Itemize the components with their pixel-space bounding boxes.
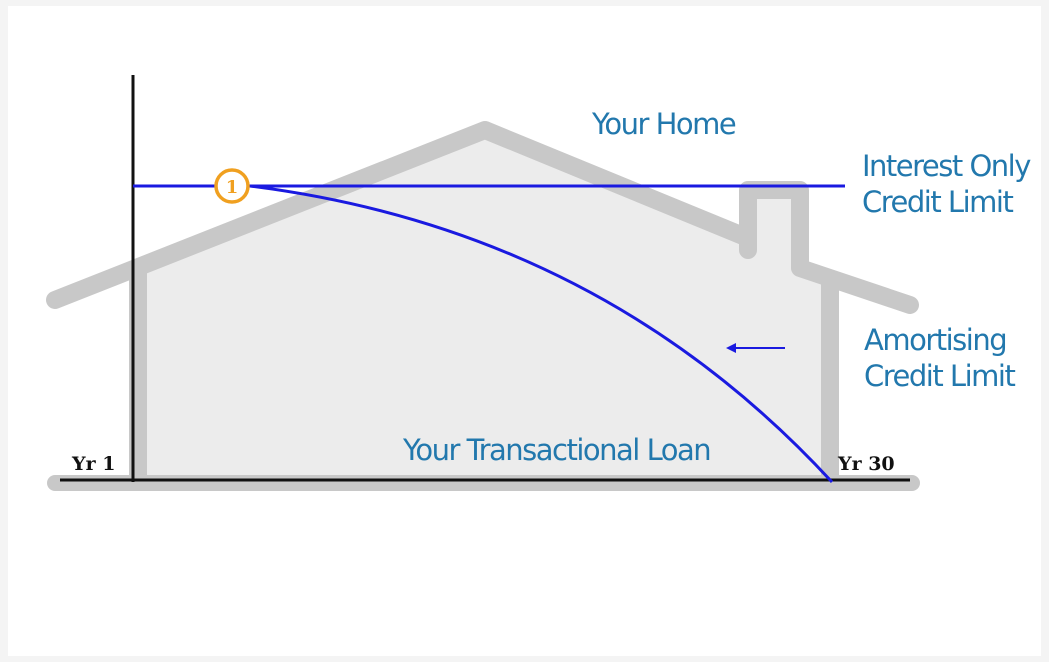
label-line: Amortising: [864, 323, 1006, 357]
page: 1 Your Home Interest Only Credit Limit A…: [0, 0, 1049, 662]
label-line: Interest Only: [862, 149, 1031, 183]
marker-label: 1: [226, 177, 239, 198]
loan-label: Your Transactional Loan: [402, 433, 710, 467]
year-start: Yr 1: [71, 453, 115, 475]
label-line: Credit Limit: [864, 359, 1015, 393]
label-line: Credit Limit: [862, 185, 1013, 219]
diagram: 1 Your Home Interest Only Credit Limit A…: [0, 0, 1049, 662]
home-label: Your Home: [591, 107, 736, 141]
year-end: Yr 30: [837, 453, 895, 475]
